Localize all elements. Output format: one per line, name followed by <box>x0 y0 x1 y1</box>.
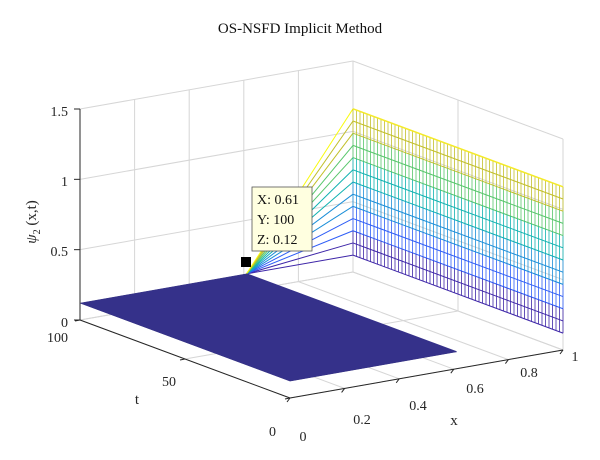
datatip-box <box>251 186 313 252</box>
t-tick-label: 0 <box>269 425 276 440</box>
z-axis-label: ψ2 (x,t) <box>24 200 43 244</box>
x-tick-label: 0.8 <box>520 366 538 381</box>
chart-title: OS-NSFD Implicit Method <box>218 21 383 37</box>
x-tick <box>559 349 564 355</box>
z-tick-label: 0.5 <box>51 245 69 260</box>
z-axis-label-symbol: ψ <box>24 234 40 244</box>
x-tick-label: 0.4 <box>409 399 427 414</box>
grid-line <box>352 60 564 140</box>
x-tick <box>450 368 455 374</box>
t-tick-label: 100 <box>47 331 68 346</box>
x-tick-label: 0.2 <box>353 413 371 428</box>
x-axis-label: x <box>450 413 458 429</box>
x-tick-label: 0.6 <box>466 382 484 397</box>
t-axis-label: t <box>135 392 140 408</box>
surface-top-edge <box>352 108 564 188</box>
z-axis-label-subscript: 2 <box>32 229 43 234</box>
z-tick-label: 1 <box>61 175 68 190</box>
z-tick-label: 1.5 <box>51 105 69 120</box>
z-axis-label-args: (x,t) <box>24 200 40 229</box>
datatip-x: X: 0.61 <box>257 193 299 208</box>
x-tick <box>395 378 400 384</box>
x-tick-label: 1 <box>572 350 579 365</box>
surface-edge <box>246 273 457 353</box>
datatip-z: Z: 0.12 <box>257 233 297 248</box>
surface-mesh-line <box>246 242 354 275</box>
surface-mesh-line <box>246 230 354 275</box>
t-tick <box>179 358 186 361</box>
z-tick-label: 0 <box>61 316 68 331</box>
surface <box>79 108 564 382</box>
datatip[interactable]: X: 0.61 Y: 100 Z: 0.12 <box>241 186 313 267</box>
datatip-marker <box>241 257 251 267</box>
datatip-y: Y: 100 <box>257 213 294 228</box>
x-tick <box>341 388 346 393</box>
grid-line <box>79 130 354 180</box>
surface-mesh-line <box>246 254 354 275</box>
x-axis-line <box>289 349 564 399</box>
axes-box <box>74 108 564 403</box>
x-tick <box>504 359 509 364</box>
t-tick <box>284 397 291 400</box>
grid-line <box>79 60 354 110</box>
x-tick <box>286 397 291 403</box>
x-tick-label: 0 <box>300 430 307 445</box>
t-tick-label: 50 <box>162 375 176 390</box>
